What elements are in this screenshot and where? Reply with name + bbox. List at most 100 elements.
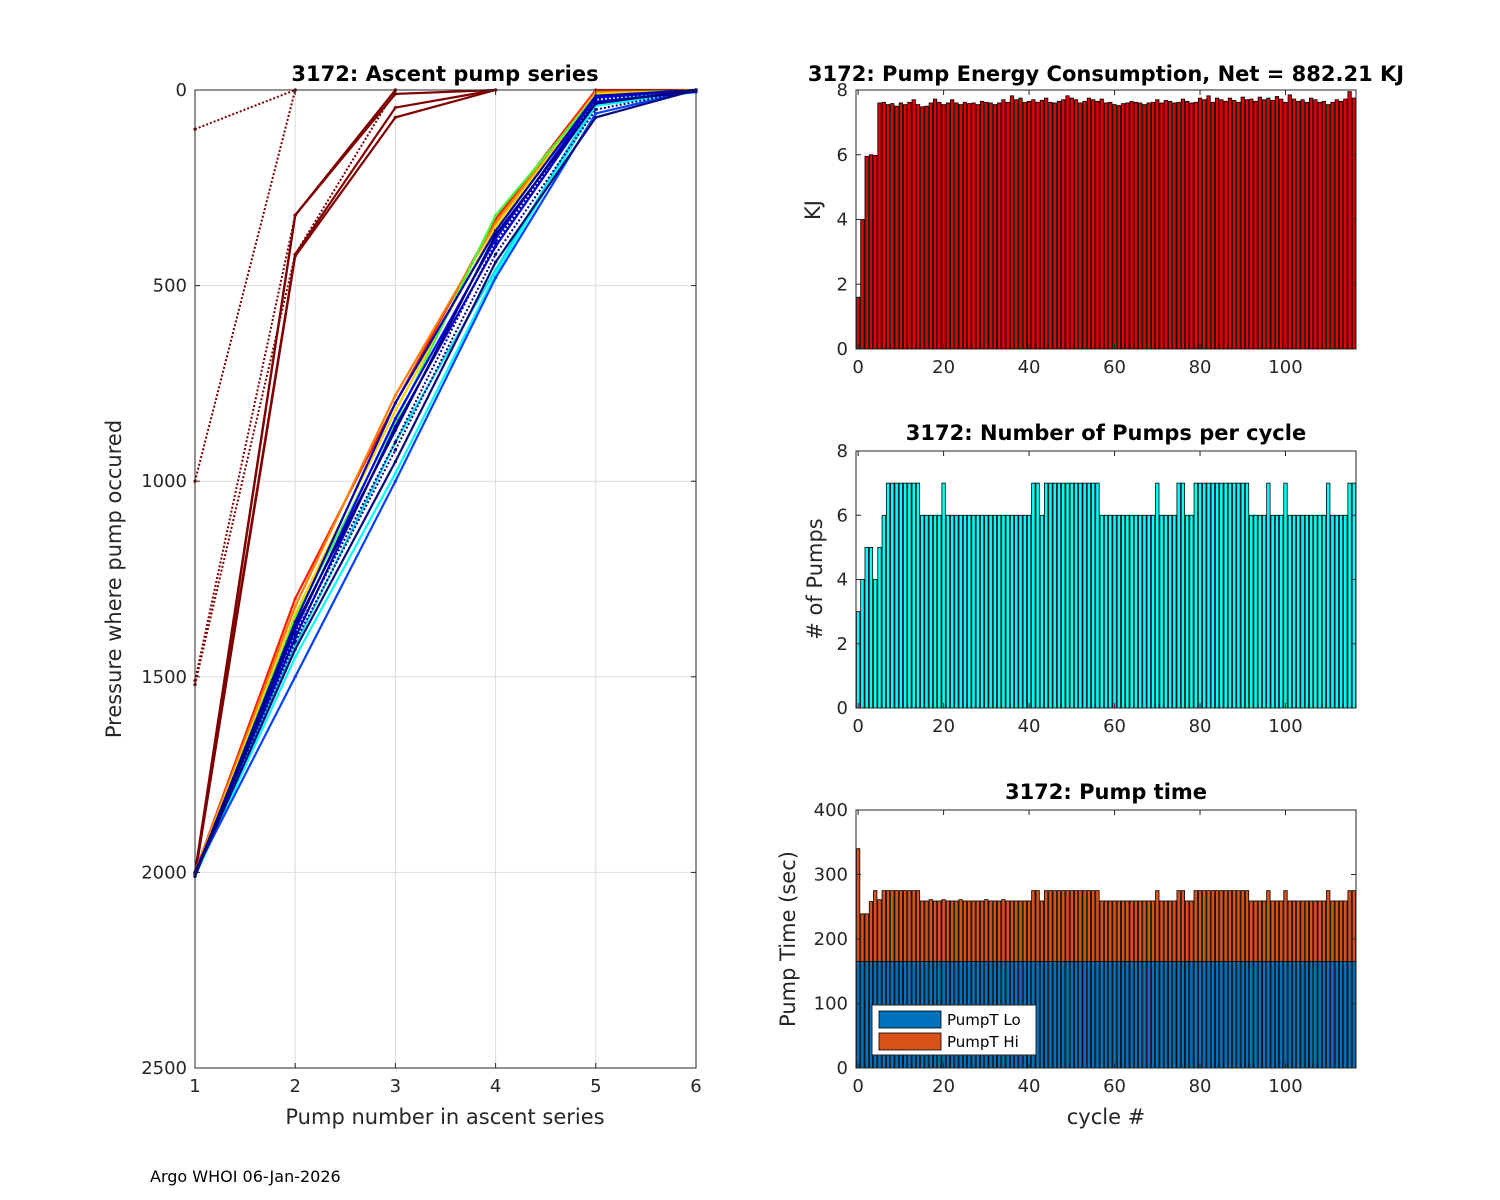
pumptime-bar-lo [1138,961,1143,1069]
energy-bar [1313,99,1318,350]
series-point [393,428,397,432]
series-point [393,393,397,397]
y-tick-label: 400 [814,800,848,821]
energy-bar [1026,100,1032,350]
series-line-late-7 [194,89,697,873]
pumptime-bar-lo [1274,961,1280,1069]
series-line-early-1 [194,89,296,131]
y-tick-label: 4 [837,570,848,591]
numpumps-bar [1129,514,1134,709]
series-point [594,98,598,102]
pumptime-bar-hi [1048,890,1053,962]
pumptime-bar-hi [1287,900,1292,962]
energy-bar [950,99,955,350]
pumptime-bar-hi [1291,900,1297,962]
pumptime-bar-hi [1069,890,1074,962]
pumptime-bar-hi [881,890,886,962]
numpumps-bar [1065,482,1070,709]
pumptime-bar-lo [1343,961,1348,1069]
pumptime-bar-lo [1326,961,1331,1069]
pumptime-bar-hi [1167,900,1173,962]
numpumps-bar [1086,482,1092,709]
pumptime-bar-hi [1035,890,1040,962]
series-line-late-8 [193,88,697,875]
pumptime-bar-hi [1244,890,1250,962]
x-tick-label: 20 [932,1076,955,1097]
energy-bar [1039,99,1045,350]
pumptime-bar-hi [1219,890,1224,962]
pumptime-bar-lo [1347,961,1352,1069]
x-tick-label: 40 [1018,357,1041,378]
y-tick-label: 1000 [141,471,187,492]
pumptime-bar-hi [1240,890,1245,962]
energy-bar [1326,104,1331,350]
series-point [494,213,498,217]
energy-bar [1283,101,1288,350]
numpumps-bar [1146,514,1151,709]
series-point [594,115,598,119]
pumptime-plot: 0 20 40 60 80 100 0 100 200 300 400 3172: Pump tim… [776,780,1357,1129]
x-tick-label: 1 [189,1076,200,1097]
energy-bar [962,101,968,350]
numpumps-bar [1163,514,1168,709]
pumptime-bar-hi [950,900,955,962]
pumptime-bar-hi [898,890,903,962]
pumptime-bar-lo [1227,961,1233,1069]
numpumps-bar [873,579,878,709]
series-point [494,244,498,249]
energy-bar [1291,98,1297,350]
numpumps-bar [1197,482,1203,709]
numpumps-bar [1073,482,1079,709]
series-point [393,115,397,119]
pumptime-bar-hi [1018,900,1023,962]
numpumps-bar [1274,514,1280,709]
x-tick-label: 60 [1103,716,1126,737]
pumptime-bar-lo [1330,961,1335,1069]
numpumps-bar [1279,514,1284,709]
energy-bar [1274,96,1280,350]
numpumps-bar [860,579,865,709]
energy-bar [988,102,993,350]
numpumps-bar [1172,514,1177,709]
ascent-plot-area [195,90,696,1068]
pumptime-bar-lo [1112,961,1117,1069]
pumptime-bar-hi [1338,900,1344,962]
energy-bar [915,104,921,350]
x-tick-label: 60 [1103,1076,1126,1097]
numpumps-bar [1108,514,1113,709]
series-line-mid-2 [193,88,697,873]
numpumps-bar [868,546,874,709]
energy-bar [1061,99,1066,350]
numpumps-bar [1249,514,1254,709]
energy-bar [860,219,865,350]
numpumps-bar [881,514,886,709]
pumptime-bar-hi [877,899,882,962]
energy-bar [958,104,963,350]
numpumps-bar [1326,482,1331,709]
numpumps-bars [856,482,1356,709]
pumptime-bar-hi [1334,900,1339,962]
energy-bar [1232,99,1237,350]
pumptime-bar-lo [1039,961,1045,1069]
series-point [494,233,498,237]
pumptime-bar-hi [1099,900,1104,962]
pumptime-bar-hi [1210,890,1215,962]
pumptime-bar-lo [1116,961,1121,1069]
pumptime-bar-lo [1287,961,1292,1069]
series-point [494,240,498,245]
series-point [393,409,397,413]
series-point [594,102,598,106]
pumptime-bar-hi [1176,890,1181,962]
pumptime-bar-lo [1159,961,1164,1069]
energy-bar [941,104,946,350]
x-tick-label: 0 [852,716,863,737]
energy-bar [1227,97,1233,350]
energy-bar [1150,101,1156,350]
numpumps-title: 3172: Number of Pumps per cycle [906,421,1306,445]
pumptime-bar-hi [1223,890,1228,962]
pumptime-bar-lo [1180,961,1186,1069]
legend-label-hi: PumpT Hi [947,1033,1019,1051]
energy-bar [1095,100,1100,350]
series-line-early-6 [193,88,496,877]
energy-bar [1347,91,1352,350]
